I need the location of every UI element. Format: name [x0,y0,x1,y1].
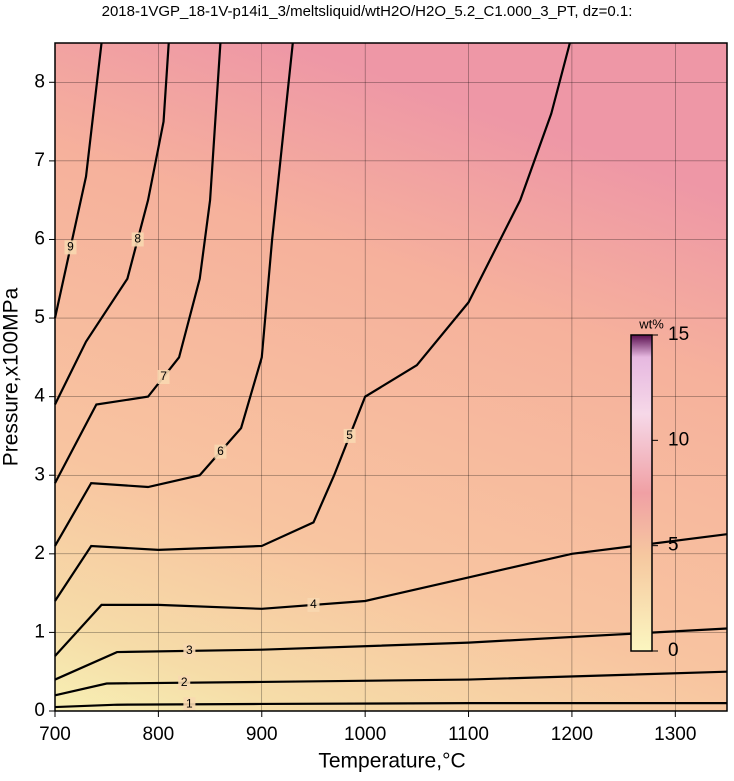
colorbar [630,334,653,652]
contour-label: 2 [181,675,188,689]
contour-label-bg [307,597,320,612]
contour-label: 3 [186,643,193,657]
y-tick-label: 3 [34,464,45,485]
x-axis-label: Temperature,°C [318,750,465,773]
contour-label-bg [343,428,356,443]
x-tick-label: 1000 [344,724,386,745]
colorbar-tick-label: 5 [668,535,679,556]
contour-label: 5 [346,428,353,442]
y-tick-label: 8 [34,71,45,92]
contour-line [54,670,728,697]
contour-label-bg [131,232,144,247]
contour-line [54,42,222,484]
contour-line [54,702,727,709]
x-tick-label: 800 [143,724,175,745]
contour-label: 4 [310,597,317,611]
contour-label-bg [157,370,170,384]
x-tick-label: 700 [39,724,71,745]
colorbar-tick-label: 0 [668,640,679,661]
colorbar-tick-label: 15 [668,324,689,345]
y-tick-label: 6 [34,228,45,249]
y-axis-label: Pressure,x100MPa [0,287,23,466]
chart-title: 2018-1VGP_18-1V-p14i1_3/meltsliquid/wtH2… [102,3,633,20]
x-tick-label: 900 [246,724,278,745]
contour-line [54,627,728,681]
contour-label-bg [214,444,227,459]
x-tick-label: 1200 [551,724,593,745]
y-tick-label: 1 [34,621,45,642]
y-tick-label: 2 [34,543,45,564]
x-tick-label: 1300 [654,724,696,745]
contour-label: 6 [217,444,224,458]
contour-label-bg [64,240,77,255]
y-tick-label: 0 [34,700,45,721]
plot-background [55,43,727,711]
contour-label-bg [183,697,196,712]
y-tick-label: 7 [34,150,45,171]
y-tick-label: 5 [34,307,45,328]
contour-label: 7 [160,369,167,383]
contour-label-bg [178,675,191,690]
contour-label-bg [183,643,196,658]
plot-frame [54,42,728,712]
contour-line [53,42,103,319]
colorbar-label: wt% [638,316,664,331]
contour-label: 9 [67,240,74,254]
x-tick-label: 1100 [448,724,489,745]
contour-label: 1 [186,696,193,710]
y-tick-label: 4 [34,386,45,407]
contour-label: 8 [134,232,141,246]
colorbar-tick-label: 10 [668,429,689,450]
